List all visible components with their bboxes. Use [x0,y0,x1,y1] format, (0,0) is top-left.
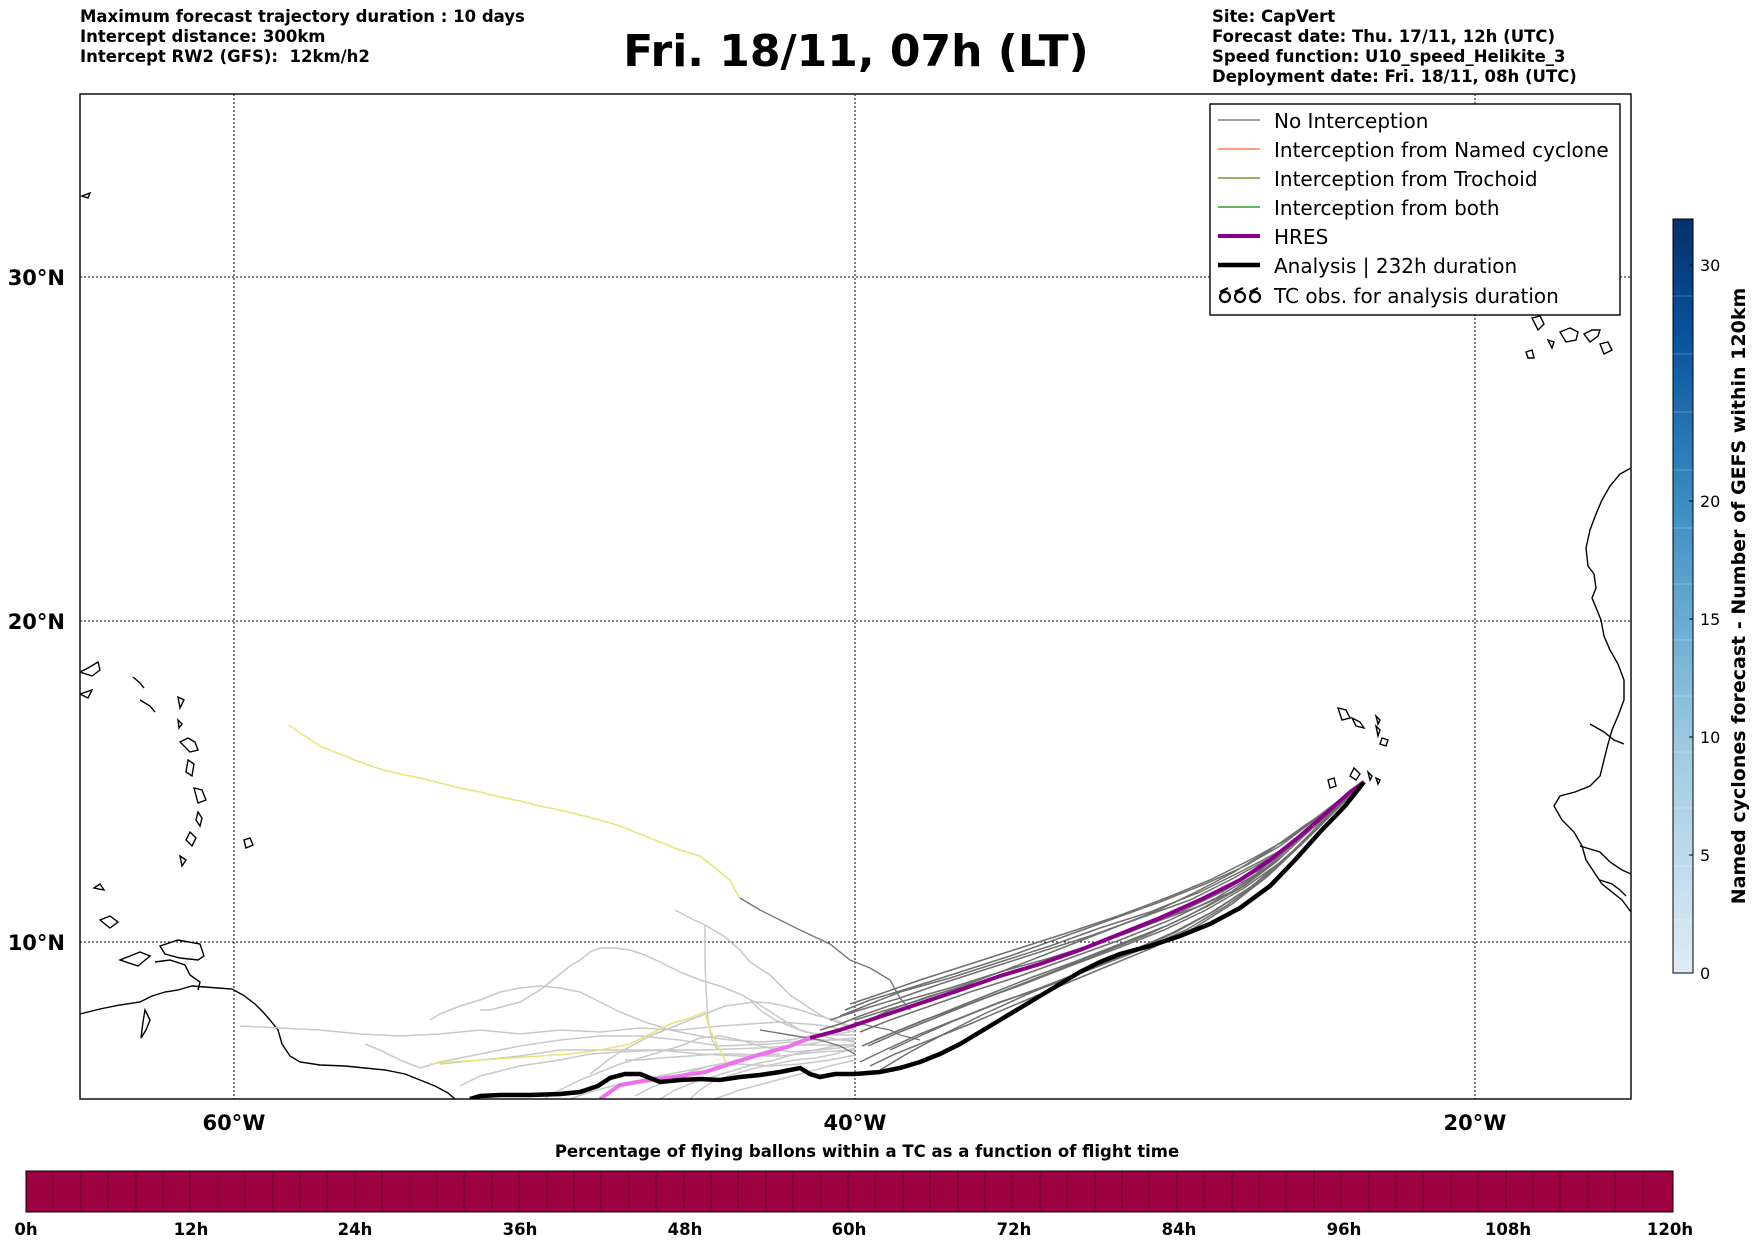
intercept-distance-text: Intercept distance: 300km [80,27,326,46]
legend-label-tc-obs: TC obs. for analysis duration [1273,284,1559,308]
legend-box [1209,103,1621,316]
hres-track-faded [598,1036,811,1099]
intercept-rw2-text: Intercept RW2 (GFS): 12km/h2 [80,47,370,66]
lon-label-20w: 20°W [1444,1111,1507,1135]
pct-tick-84h: 84h [1162,1220,1197,1239]
legend-label-no-interception: No Interception [1274,109,1428,133]
map-title: Fri. 18/11, 07h (LT) [623,26,1089,77]
pct-tick-24h: 24h [338,1220,373,1239]
cyclone-cb-tick-15: 15 [1700,610,1720,629]
header-right: Site: CapVert Forecast date: Thu. 17/11, … [1212,7,1577,87]
cyclone-colorbar: 0 5 10 15 20 30 Named cyclones forecast … [1672,218,1750,983]
percentage-colorbar-bar [25,1170,1674,1213]
deployment-date-text: Deployment date: Fri. 18/11, 08h (UTC) [1212,67,1577,86]
legend: No Interception Interception from Named … [1209,103,1621,316]
cyclone-cb-tick-5: 5 [1700,846,1710,865]
light-trajectories [239,909,856,1099]
lat-label-30n: 30°N [8,266,65,290]
cyclone-cb-tick-0: 0 [1700,964,1710,983]
pct-tick-108h: 108h [1485,1220,1531,1239]
cyclone-colorbar-gradient [1672,218,1694,974]
legend-label-analysis: Analysis | 232h duration [1274,254,1517,278]
coastlines [80,191,1631,1099]
pct-tick-120h: 120h [1647,1220,1693,1239]
percentage-colorbar-title: Percentage of flying ballons within a TC… [555,1142,1179,1161]
pct-tick-72h: 72h [997,1220,1032,1239]
speed-function-text: Speed function: U10_speed_Helikite_3 [1212,47,1566,66]
legend-label-hres: HRES [1274,225,1328,249]
africa-coast [1553,467,1631,913]
pct-tick-0h: 0h [14,1220,37,1239]
cyclone-cb-tick-10: 10 [1700,728,1720,747]
yellow-trajectories [288,724,741,1067]
site-text: Site: CapVert [1212,7,1336,26]
pct-tick-96h: 96h [1327,1220,1362,1239]
pct-tick-12h: 12h [174,1220,209,1239]
legend-label-named-cyclone: Interception from Named cyclone [1274,138,1609,162]
south-america-coast [80,985,456,1099]
legend-label-trochoid: Interception from Trochoid [1274,167,1538,191]
lon-label-40w: 40°W [824,1111,887,1135]
hres-track [809,780,1366,1040]
pct-tick-60h: 60h [832,1220,867,1239]
lat-label-20n: 20°N [8,610,65,634]
pct-tick-36h: 36h [503,1220,538,1239]
pct-tick-48h: 48h [668,1220,703,1239]
map-frame [79,93,1632,1100]
percentage-colorbar: Percentage of flying ballons within a TC… [14,1142,1693,1239]
header-left: Maximum forecast trajectory duration : 1… [80,7,525,67]
analysis-track [469,780,1366,1099]
lat-label-10n: 10°N [8,931,65,955]
cyclone-symbols-icon [1218,287,1262,304]
legend-label-both: Interception from both [1274,196,1500,220]
cyclone-colorbar-label: Named cyclones forecast - Number of GEFS… [1728,288,1750,905]
lon-label-60w: 60°W [203,1111,266,1135]
forecast-date-text: Forecast date: Thu. 17/11, 12h (UTC) [1212,27,1556,46]
cyclone-cb-tick-30: 30 [1700,256,1720,275]
cape-verde-islands [1336,707,1352,721]
max-duration-text: Maximum forecast trajectory duration : 1… [80,7,525,26]
cyclone-cb-tick-20: 20 [1700,492,1720,511]
